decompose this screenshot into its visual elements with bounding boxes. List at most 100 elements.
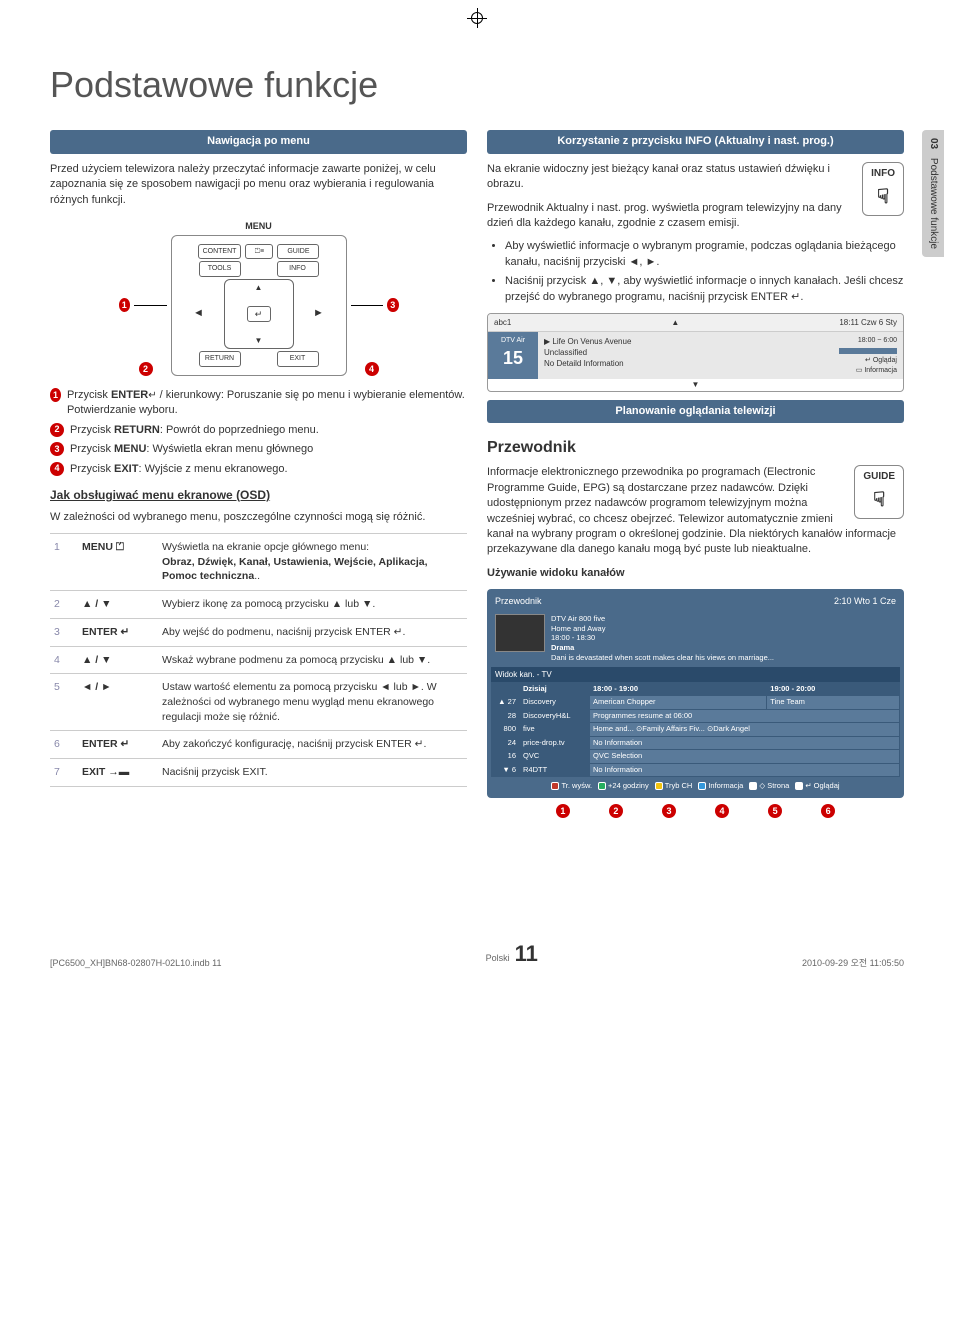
- step-desc: Aby zakończyć konfigurację, naciśnij prz…: [158, 731, 467, 759]
- info-panel-programme: ▶ Life On Venus Avenue Unclassified No D…: [538, 332, 833, 379]
- info-bullet-2: Naciśnij przycisk ▲, ▼, aby wyświetlić i…: [505, 274, 904, 305]
- info-bullet-1: Aby wyświetlić informacje o wybranym pro…: [505, 239, 904, 270]
- step-row: 2▲ / ▼Wybierz ikonę za pomocą przycisku …: [50, 591, 467, 619]
- left-column: Nawigacja po menu Przed użyciem telewizo…: [50, 130, 467, 819]
- guide-row: ▲ 27DiscoveryAmerican ChopperTine Team: [492, 696, 900, 710]
- remote-callout-list: 1 Przycisk ENTER / kierunkowy: Poruszani…: [50, 388, 467, 477]
- right-column: 03 Podstawowe funkcje Korzystanie z przy…: [487, 130, 904, 819]
- callout-3: 3: [387, 298, 398, 312]
- guide-grid: Dzisiaj 18:00 - 19:00 19:00 - 20:00 ▲ 27…: [491, 682, 900, 778]
- guide-paragraph: Informacje elektronicznego przewodnika p…: [487, 465, 904, 557]
- step-key: MENU ⏍: [78, 534, 158, 591]
- callout-3-text: Przycisk MENU: Wyświetla ekran menu głów…: [70, 442, 313, 457]
- step-desc: Ustaw wartość elementu za pomocą przycis…: [158, 674, 467, 731]
- guide-view-label: Widok kan. - TV: [491, 667, 900, 682]
- step-row: 7EXIT →▬Naciśnij przycisk EXIT.: [50, 758, 467, 786]
- enter-button: ↵: [247, 306, 271, 322]
- osd-intro: W zależności od wybranego menu, poszczeg…: [50, 510, 467, 525]
- info-badge: INFO ☟: [862, 162, 904, 216]
- guide-col-slot2: 19:00 - 20:00: [767, 682, 900, 696]
- hand-icon: ☟: [863, 486, 895, 514]
- dpad: ↵: [224, 279, 294, 349]
- info-panel-source: DTV Air: [494, 336, 532, 346]
- step-key: ENTER ↵: [78, 731, 158, 759]
- info-button: INFO: [277, 261, 319, 277]
- step-key: ◄ / ►: [78, 674, 158, 731]
- callout-4: 4: [365, 362, 379, 376]
- info-p2: Przewodnik Aktualny i nast. prog. wyświe…: [487, 201, 904, 232]
- guide-thumbnail: [495, 614, 545, 652]
- step-desc: Wybierz ikonę za pomocą przycisku ▲ lub …: [158, 591, 467, 619]
- step-row: 1MENU ⏍Wyświetla na ekranie opcje główne…: [50, 534, 467, 591]
- page-number: 11: [515, 941, 538, 966]
- list-num-3: 3: [50, 442, 64, 456]
- legend-item: +24 godziny: [598, 781, 649, 792]
- remote-menu-label: MENU: [119, 220, 399, 233]
- side-tab-num: 03: [926, 138, 940, 149]
- list-num-1: 1: [50, 388, 61, 402]
- step-desc: Wyświetla na ekranie opcje głównego menu…: [158, 534, 467, 591]
- step-key: EXIT →▬: [78, 758, 158, 786]
- step-desc: Aby wejść do podmenu, naciśnij przycisk …: [158, 618, 467, 646]
- list-num-2: 2: [50, 423, 64, 437]
- footer-date: 2010-09-29 오전 11:05:50: [802, 957, 904, 970]
- guide-feature-text: DTV Air 800 five Home and Away 18:00 - 1…: [551, 614, 774, 663]
- step-number: 3: [50, 618, 78, 646]
- step-row: 3ENTER ↵Aby wejść do podmenu, naciśnij p…: [50, 618, 467, 646]
- step-number: 2: [50, 591, 78, 619]
- list-num-4: 4: [50, 462, 64, 476]
- info-p1: Na ekranie widoczny jest bieżący kanał o…: [487, 162, 904, 193]
- guide-feature-row: DTV Air 800 five Home and Away 18:00 - 1…: [491, 610, 900, 667]
- callout-1: 1: [119, 298, 130, 312]
- step-key: ENTER ↵: [78, 618, 158, 646]
- guide-col-today: Dzisiaj: [520, 682, 590, 696]
- info-panel-time: 18:11 Czw 6 Sty: [839, 317, 897, 328]
- info-panel: abc1 ▲ 18:11 Czw 6 Sty DTV Air 15 ▶ Life…: [487, 313, 904, 392]
- return-button: RETURN: [199, 351, 241, 367]
- guide-legend: Tr. wyśw. +24 godziny Tryb CH Informacja ◇ S…: [491, 777, 900, 794]
- legend-item: Tr. wyśw.: [551, 781, 592, 792]
- guide-panel-title: Przewodnik: [495, 595, 542, 608]
- info-badge-label: INFO: [871, 168, 895, 179]
- tools-button: TOOLS: [199, 261, 241, 277]
- content-button: CONTENT: [198, 244, 242, 260]
- step-row: 5◄ / ►Ustaw wartość elementu za pomocą p…: [50, 674, 467, 731]
- guide-badge-label: GUIDE: [863, 471, 895, 482]
- guide-row: ▼ 6R4DTTNo Information: [492, 763, 900, 777]
- callout-1-text: Przycisk ENTER / kierunkowy: Poruszanie …: [67, 388, 467, 419]
- guide-row: 28DiscoveryH&LProgrammes resume at 06:00: [492, 709, 900, 723]
- page-title: Podstawowe funkcje: [50, 60, 904, 110]
- guide-col-slot1: 18:00 - 19:00: [590, 682, 767, 696]
- step-number: 5: [50, 674, 78, 731]
- osd-heading: Jak obsługiwać menu ekranowe (OSD): [50, 487, 467, 504]
- side-tab: 03 Podstawowe funkcje: [922, 130, 944, 257]
- registration-mark: [467, 8, 487, 28]
- legend-item: ↵ Oglądaj: [795, 781, 839, 792]
- menu-icon-button: ⏍≡: [245, 244, 273, 260]
- guide-badge: GUIDE ☟: [854, 465, 904, 519]
- info-panel-right: 18:00 ~ 6:00 ↵ Oglądaj ▭ Informacja: [833, 332, 903, 379]
- callout-4-text: Przycisk EXIT: Wyjście z menu ekranowego…: [70, 462, 288, 477]
- nav-intro-text: Przed użyciem telewizora należy przeczyt…: [50, 162, 467, 208]
- osd-steps-table: 1MENU ⏍Wyświetla na ekranie opcje główne…: [50, 533, 467, 787]
- legend-item: Tryb CH: [655, 781, 693, 792]
- page-footer: [PC6500_XH]BN68-02807H-02L10.indb 11 Pol…: [50, 939, 904, 970]
- legend-item: Informacja: [698, 781, 743, 792]
- exit-button: EXIT: [277, 351, 319, 367]
- guide-footer-callouts: 1 2 3 4 5 6: [487, 804, 904, 819]
- guide-row: 800fiveHome and... ⊙Family Affairs Fiv..…: [492, 723, 900, 737]
- step-row: 6ENTER ↵Aby zakończyć konfigurację, naci…: [50, 731, 467, 759]
- footer-lang: Polski: [486, 953, 510, 963]
- chan-view-heading: Używanie widoku kanałów: [487, 567, 625, 579]
- callout-2: 2: [139, 362, 153, 376]
- guide-row: 16QVCQVC Selection: [492, 750, 900, 764]
- guide-row: 24price-drop.tvNo Information: [492, 736, 900, 750]
- step-number: 4: [50, 646, 78, 674]
- info-panel-chnum: 15: [494, 346, 532, 371]
- plan-section-header: Planowanie oglądania telewizji: [487, 400, 904, 423]
- info-panel-chname: abc1: [494, 317, 511, 328]
- step-key: ▲ / ▼: [78, 591, 158, 619]
- hand-icon: ☟: [871, 183, 895, 211]
- legend-item: ◇ Strona: [749, 781, 789, 792]
- info-bullets: Aby wyświetlić informacje o wybranym pro…: [505, 239, 904, 305]
